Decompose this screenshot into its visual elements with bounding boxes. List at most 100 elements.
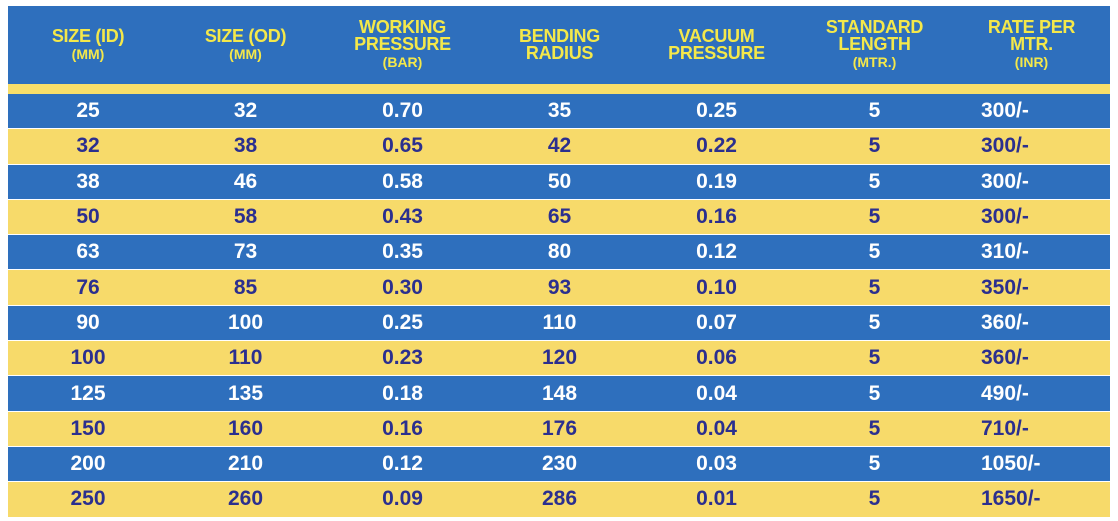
header-working-pressure: WORKING PRESSURE (BAR) bbox=[323, 6, 482, 84]
header-label: BENDING RADIUS bbox=[519, 26, 600, 63]
cell-standard-length: 5 bbox=[868, 275, 881, 299]
cell-size-id: 38 bbox=[76, 169, 100, 193]
cell-standard-length: 5 bbox=[868, 99, 881, 123]
cell-working-pressure: 0.12 bbox=[382, 452, 423, 476]
header-unit: (MTR.) bbox=[852, 54, 897, 70]
cell-standard-length: 5 bbox=[868, 487, 881, 511]
cell-rate-per-mtr: 310/- bbox=[981, 240, 1029, 264]
header-size-od: SIZE (OD) (MM) bbox=[168, 6, 323, 84]
table-row: 25 32 0.70 35 0.25 5 300/- bbox=[8, 94, 1110, 130]
cell-size-od: 135 bbox=[227, 381, 264, 405]
cell-rate-per-mtr: 360/- bbox=[981, 346, 1029, 370]
cell-bending-radius: 176 bbox=[541, 416, 578, 440]
cell-bending-radius: 110 bbox=[542, 310, 577, 334]
cell-standard-length: 5 bbox=[868, 205, 881, 229]
cell-working-pressure: 0.23 bbox=[382, 346, 423, 370]
cell-bending-radius: 35 bbox=[547, 99, 572, 123]
cell-working-pressure: 0.43 bbox=[382, 205, 423, 229]
cell-vacuum-pressure: 0.10 bbox=[696, 275, 737, 299]
cell-vacuum-pressure: 0.01 bbox=[696, 487, 737, 511]
table-row: 100 110 0.23 120 0.06 5 360/- bbox=[8, 341, 1110, 377]
table-row: 150 160 0.16 176 0.04 5 710/- bbox=[8, 411, 1110, 447]
table-header: SIZE (ID) (MM) SIZE (OD) (MM) WORKING PR… bbox=[8, 6, 1110, 84]
cell-size-od: 85 bbox=[233, 275, 258, 299]
cell-size-od: 110 bbox=[228, 346, 263, 370]
header-label: WORKING PRESSURE bbox=[354, 17, 451, 54]
cell-rate-per-mtr: 300/- bbox=[981, 205, 1029, 229]
header-label: VACUUM PRESSURE bbox=[668, 26, 765, 63]
cell-rate-per-mtr: 300/- bbox=[981, 169, 1029, 193]
cell-size-id: 90 bbox=[76, 310, 100, 334]
cell-rate-per-mtr: 360/- bbox=[981, 310, 1029, 334]
header-unit: (MM) bbox=[229, 45, 262, 62]
header-rate-per-mtr: RATE PER MTR. (INR) bbox=[953, 6, 1110, 84]
cell-size-id: 25 bbox=[76, 99, 100, 123]
cell-bending-radius: 120 bbox=[541, 346, 578, 370]
header-separator bbox=[8, 84, 1110, 94]
cell-bending-radius: 148 bbox=[541, 381, 578, 405]
cell-size-id: 250 bbox=[70, 487, 106, 511]
cell-vacuum-pressure: 0.12 bbox=[696, 240, 737, 264]
cell-size-od: 100 bbox=[227, 310, 264, 334]
cell-bending-radius: 50 bbox=[547, 169, 572, 193]
cell-bending-radius: 230 bbox=[541, 452, 578, 476]
table-row: 38 46 0.58 50 0.19 5 300/- bbox=[8, 164, 1110, 200]
cell-vacuum-pressure: 0.25 bbox=[696, 99, 737, 123]
cell-vacuum-pressure: 0.03 bbox=[696, 452, 737, 476]
header-unit: (BAR) bbox=[382, 54, 423, 70]
cell-working-pressure: 0.58 bbox=[382, 169, 423, 193]
cell-bending-radius: 93 bbox=[547, 275, 572, 299]
cell-bending-radius: 286 bbox=[541, 487, 578, 511]
cell-standard-length: 5 bbox=[868, 240, 881, 264]
cell-size-id: 125 bbox=[70, 381, 106, 405]
cell-vacuum-pressure: 0.16 bbox=[696, 205, 737, 229]
cell-size-od: 58 bbox=[233, 205, 258, 229]
cell-bending-radius: 65 bbox=[547, 205, 572, 229]
hose-spec-table: SIZE (ID) (MM) SIZE (OD) (MM) WORKING PR… bbox=[8, 6, 1110, 518]
cell-size-id: 76 bbox=[76, 275, 100, 299]
cell-standard-length: 5 bbox=[868, 381, 881, 405]
cell-vacuum-pressure: 0.06 bbox=[696, 346, 737, 370]
cell-vacuum-pressure: 0.22 bbox=[696, 134, 737, 158]
header-label: SIZE (OD) bbox=[204, 25, 287, 46]
table-row: 125 135 0.18 148 0.04 5 490/- bbox=[8, 376, 1110, 412]
cell-rate-per-mtr: 350/- bbox=[981, 275, 1029, 299]
header-unit: (MM) bbox=[71, 45, 105, 62]
cell-size-od: 38 bbox=[233, 134, 258, 158]
cell-vacuum-pressure: 0.19 bbox=[696, 169, 737, 193]
cell-standard-length: 5 bbox=[868, 452, 881, 476]
cell-working-pressure: 0.65 bbox=[382, 134, 423, 158]
cell-working-pressure: 0.70 bbox=[382, 99, 423, 123]
cell-rate-per-mtr: 710/- bbox=[981, 416, 1029, 440]
cell-size-od: 32 bbox=[233, 99, 258, 123]
cell-size-id: 200 bbox=[70, 452, 106, 476]
cell-standard-length: 5 bbox=[868, 169, 881, 193]
cell-rate-per-mtr: 490/- bbox=[981, 381, 1029, 405]
cell-standard-length: 5 bbox=[868, 134, 881, 158]
cell-rate-per-mtr: 300/- bbox=[981, 99, 1029, 123]
cell-vacuum-pressure: 0.04 bbox=[696, 381, 737, 405]
table-row: 90 100 0.25 110 0.07 5 360/- bbox=[8, 305, 1110, 342]
cell-working-pressure: 0.09 bbox=[382, 487, 423, 511]
cell-working-pressure: 0.25 bbox=[382, 310, 423, 334]
cell-size-id: 32 bbox=[76, 134, 100, 158]
cell-size-id: 63 bbox=[76, 240, 100, 264]
cell-working-pressure: 0.30 bbox=[382, 275, 423, 299]
header-bending-radius: BENDING RADIUS bbox=[482, 6, 637, 84]
cell-standard-length: 5 bbox=[868, 310, 881, 334]
cell-size-id: 100 bbox=[70, 346, 106, 370]
header-label: RATE PER MTR. bbox=[987, 17, 1076, 54]
table-row: 76 85 0.30 93 0.10 5 350/- bbox=[8, 270, 1110, 306]
cell-size-od: 73 bbox=[233, 240, 258, 264]
header-size-id: SIZE (ID) (MM) bbox=[8, 6, 168, 84]
cell-size-id: 150 bbox=[70, 416, 106, 440]
cell-bending-radius: 80 bbox=[547, 240, 572, 264]
cell-vacuum-pressure: 0.07 bbox=[696, 310, 737, 334]
header-label: STANDARD LENGTH bbox=[825, 17, 924, 54]
header-vacuum-pressure: VACUUM PRESSURE bbox=[637, 6, 796, 84]
cell-size-id: 50 bbox=[76, 205, 100, 229]
cell-standard-length: 5 bbox=[868, 346, 881, 370]
cell-vacuum-pressure: 0.04 bbox=[696, 416, 737, 440]
table-row: 200 210 0.12 230 0.03 5 1050/- bbox=[8, 446, 1110, 483]
cell-working-pressure: 0.18 bbox=[382, 381, 423, 405]
